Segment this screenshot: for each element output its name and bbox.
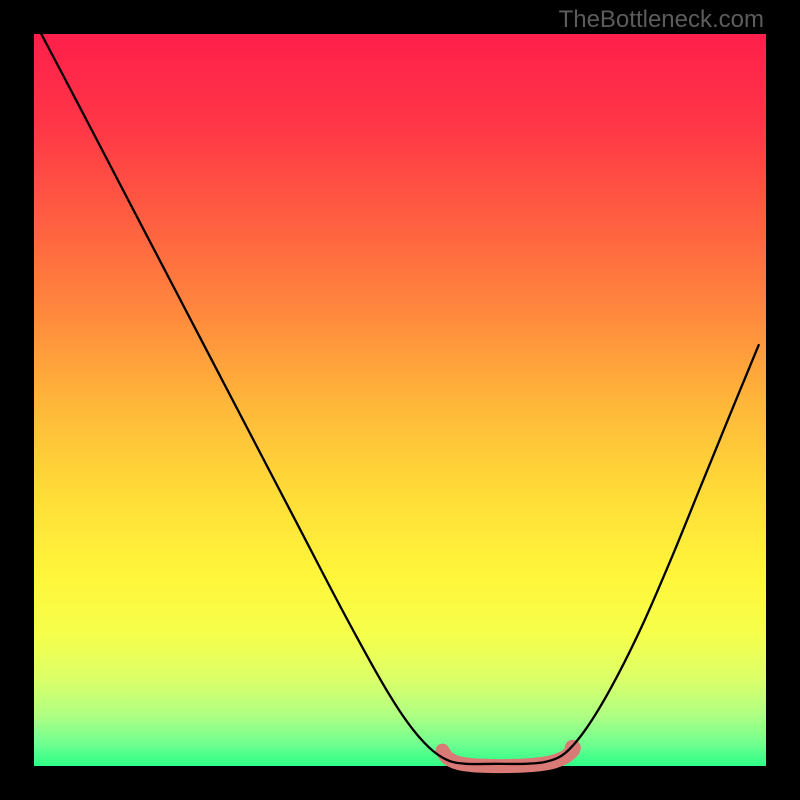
chart-container: TheBottleneck.com xyxy=(0,0,800,800)
gradient-background xyxy=(34,34,766,766)
watermark-text: TheBottleneck.com xyxy=(559,6,764,34)
